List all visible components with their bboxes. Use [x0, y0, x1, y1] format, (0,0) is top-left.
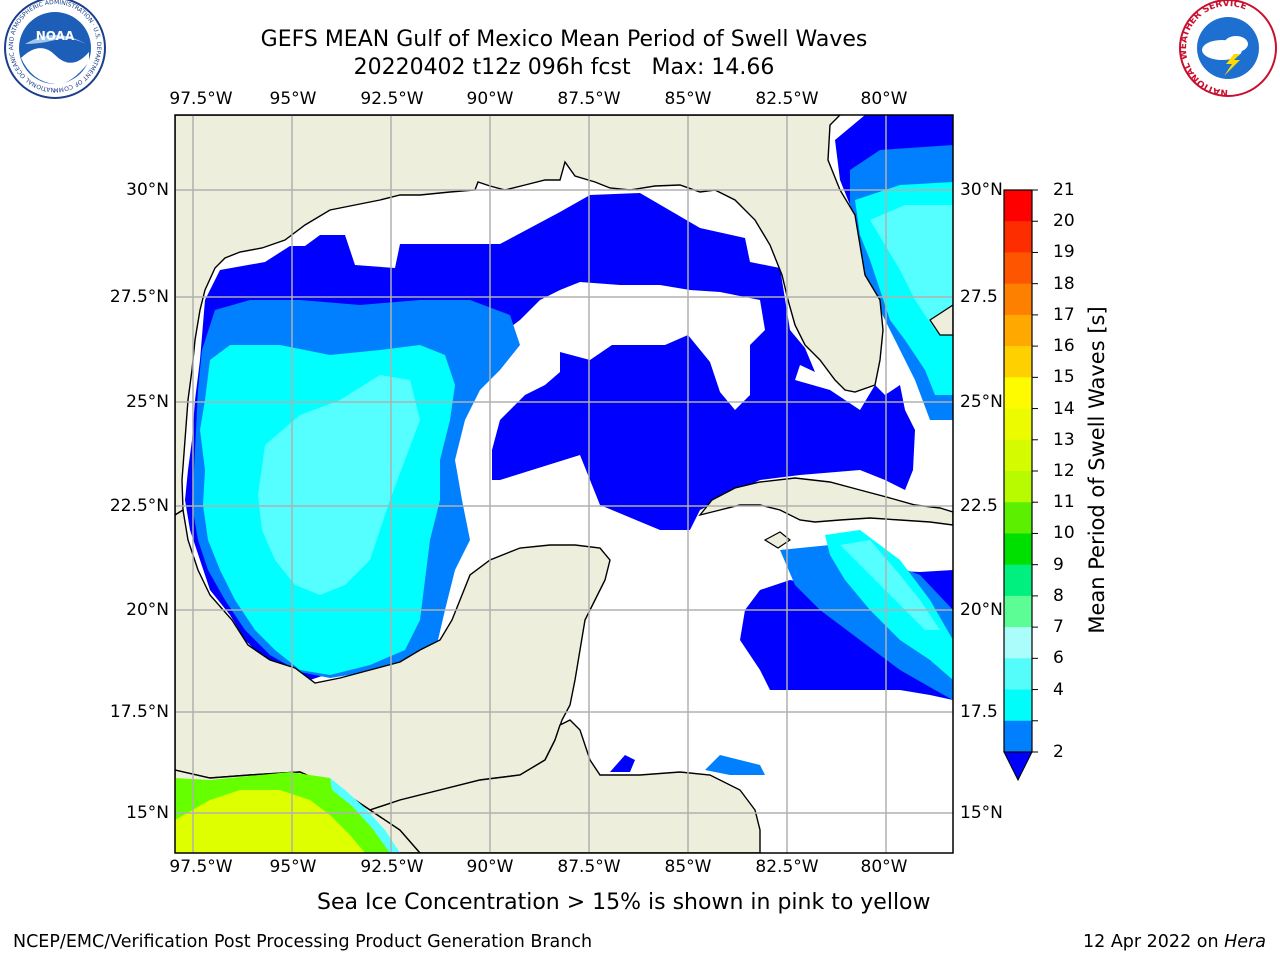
colorbar-tick-label: 11 — [1053, 492, 1075, 513]
credit-right: 12 Apr 2022 on Hera — [1083, 932, 1266, 952]
colorbar-tick-label: 18 — [1053, 273, 1075, 294]
lon-tick-bottom: 87.5°W — [557, 857, 621, 877]
noaa-logo: NATIONAL OCEANIC AND ATMOSPHERIC ADMINIS… — [0, 0, 106, 99]
colorbar-swatch — [1004, 314, 1032, 347]
colorbar-tick-label: 21 — [1053, 180, 1075, 200]
lon-tick-top: 92.5°W — [360, 89, 424, 109]
colorbar-swatch — [1004, 533, 1032, 566]
colorbar-swatch — [1004, 439, 1032, 472]
period-field-honduras-4-6s — [610, 755, 635, 772]
lat-tick-left: 27.5°N — [109, 287, 169, 307]
colorbar-swatch — [1004, 377, 1032, 410]
colorbar-swatch — [1004, 471, 1032, 503]
colorbar-tick-label: 15 — [1053, 367, 1075, 388]
colorbar-swatch — [1004, 408, 1032, 441]
sea-ice-field-high — [175, 790, 365, 853]
colorbar-tick-label: 10 — [1053, 523, 1075, 544]
colorbar-tick-label: 12 — [1053, 461, 1075, 481]
lon-tick-top: 85°W — [664, 89, 712, 109]
graticule — [175, 115, 953, 853]
colorbar-tick-label: 20 — [1053, 211, 1075, 232]
colorbar-tick-label: 8 — [1053, 585, 1064, 606]
colorbar-swatch — [1004, 252, 1032, 285]
sea-ice-note: Sea Ice Concentration > 15% is shown in … — [317, 890, 931, 915]
colorbar-swatch — [1004, 595, 1032, 628]
colorbar-tick-label: 16 — [1053, 336, 1075, 357]
lon-tick-top: 87.5°W — [557, 89, 621, 109]
credit-host: Hera — [1224, 932, 1266, 952]
lon-tick-bottom: 90°W — [466, 857, 514, 877]
land-jamaica — [763, 531, 792, 549]
lon-tick-bottom: 82.5°W — [755, 857, 819, 877]
map-frame — [174, 114, 954, 854]
land-cuba — [698, 477, 953, 526]
map-area — [175, 115, 953, 853]
chart-title: GEFS MEAN Gulf of Mexico Mean Period of … — [260, 27, 868, 52]
credit-date: 12 Apr 2022 on — [1083, 932, 1225, 952]
lon-tick-top: 82.5°W — [755, 89, 819, 109]
svg-text:NOAA: NOAA — [36, 29, 75, 43]
colorbar-swatch — [1004, 689, 1032, 722]
period-field-nicaragua-4-6s — [705, 755, 765, 775]
period-field-yucatan-2-4s — [600, 468, 712, 525]
land-bahamas — [929, 304, 953, 336]
colorbar-tick-label: 9 — [1053, 554, 1064, 575]
period-field-caribbean-7-8s — [840, 540, 940, 630]
lat-tick-left: 15°N — [126, 803, 169, 823]
colorbar-swatch — [1004, 502, 1032, 534]
colorbar-tick-label: 6 — [1053, 648, 1064, 669]
nws-logo: NATIONAL WEATHER SERVICE — [1179, 0, 1277, 97]
lon-tick-bottom: 97.5°W — [169, 857, 233, 877]
lon-tick-bottom: 95°W — [269, 857, 317, 877]
colorbar-tick-label: 7 — [1053, 617, 1064, 638]
period-field-atlantic-7-8s — [870, 205, 953, 330]
lon-tick-top: 90°W — [466, 89, 514, 109]
lat-tick-right: 20°N — [960, 600, 1003, 620]
colorbar-tick-label: 4 — [1053, 679, 1064, 700]
lat-tick-left: 30°N — [126, 180, 169, 200]
colorbar-extend-arrow — [1003, 751, 1033, 782]
period-field-caribbean-6-7s — [825, 530, 953, 680]
colorbar-swatch — [1004, 720, 1032, 753]
colorbar-tick-label: 19 — [1053, 242, 1075, 263]
colorbar-swatch — [1004, 627, 1032, 659]
lat-tick-right: 22.5 — [960, 496, 998, 516]
lat-tick-right: 27.5 — [960, 287, 998, 307]
lat-tick-left: 22.5°N — [109, 496, 169, 516]
lon-tick-bottom: 85°W — [664, 857, 712, 877]
colorbar-tick-label: 13 — [1053, 429, 1075, 450]
lon-tick-top: 80°W — [860, 89, 908, 109]
lat-tick-right: 15°N — [960, 803, 1003, 823]
lon-tick-top: 97.5°W — [169, 89, 233, 109]
land-united-states — [175, 115, 884, 516]
colorbar-swatch — [1004, 658, 1032, 691]
chart-subtitle: 20220402 t12z 096h fcst Max: 14.66 — [353, 55, 775, 80]
colorbar-swatch — [1004, 564, 1032, 597]
lon-tick-bottom: 80°W — [860, 857, 908, 877]
lon-tick-bottom: 92.5°W — [360, 857, 424, 877]
credit-left: NCEP/EMC/Verification Post Processing Pr… — [13, 932, 593, 952]
lat-tick-left: 25°N — [126, 392, 169, 412]
colorbar-tick-label: 2 — [1053, 742, 1064, 762]
colorbar-swatch — [1004, 221, 1032, 253]
colorbar-swatch — [1004, 346, 1032, 378]
colorbar-tick-label: 17 — [1053, 304, 1075, 325]
lat-tick-right: 17.5 — [960, 702, 998, 722]
lat-tick-left: 20°N — [126, 600, 169, 620]
lat-tick-right: 25°N — [960, 392, 1003, 412]
land-honduras-nicaragua — [368, 719, 761, 853]
colorbar-tick-label: 14 — [1053, 398, 1075, 419]
lat-tick-right: 30°N — [960, 180, 1003, 200]
colorbar-swatch — [1004, 190, 1032, 222]
sea-ice-field-cyan-edge — [330, 778, 400, 853]
period-field-7-8s — [258, 375, 420, 595]
lon-tick-top: 95°W — [269, 89, 317, 109]
colorbar — [1003, 189, 1038, 782]
colorbar-swatch — [1004, 283, 1032, 316]
lat-tick-left: 17.5°N — [109, 702, 169, 722]
colorbar-label: Mean Period of Swell Waves [s] — [1085, 306, 1109, 634]
